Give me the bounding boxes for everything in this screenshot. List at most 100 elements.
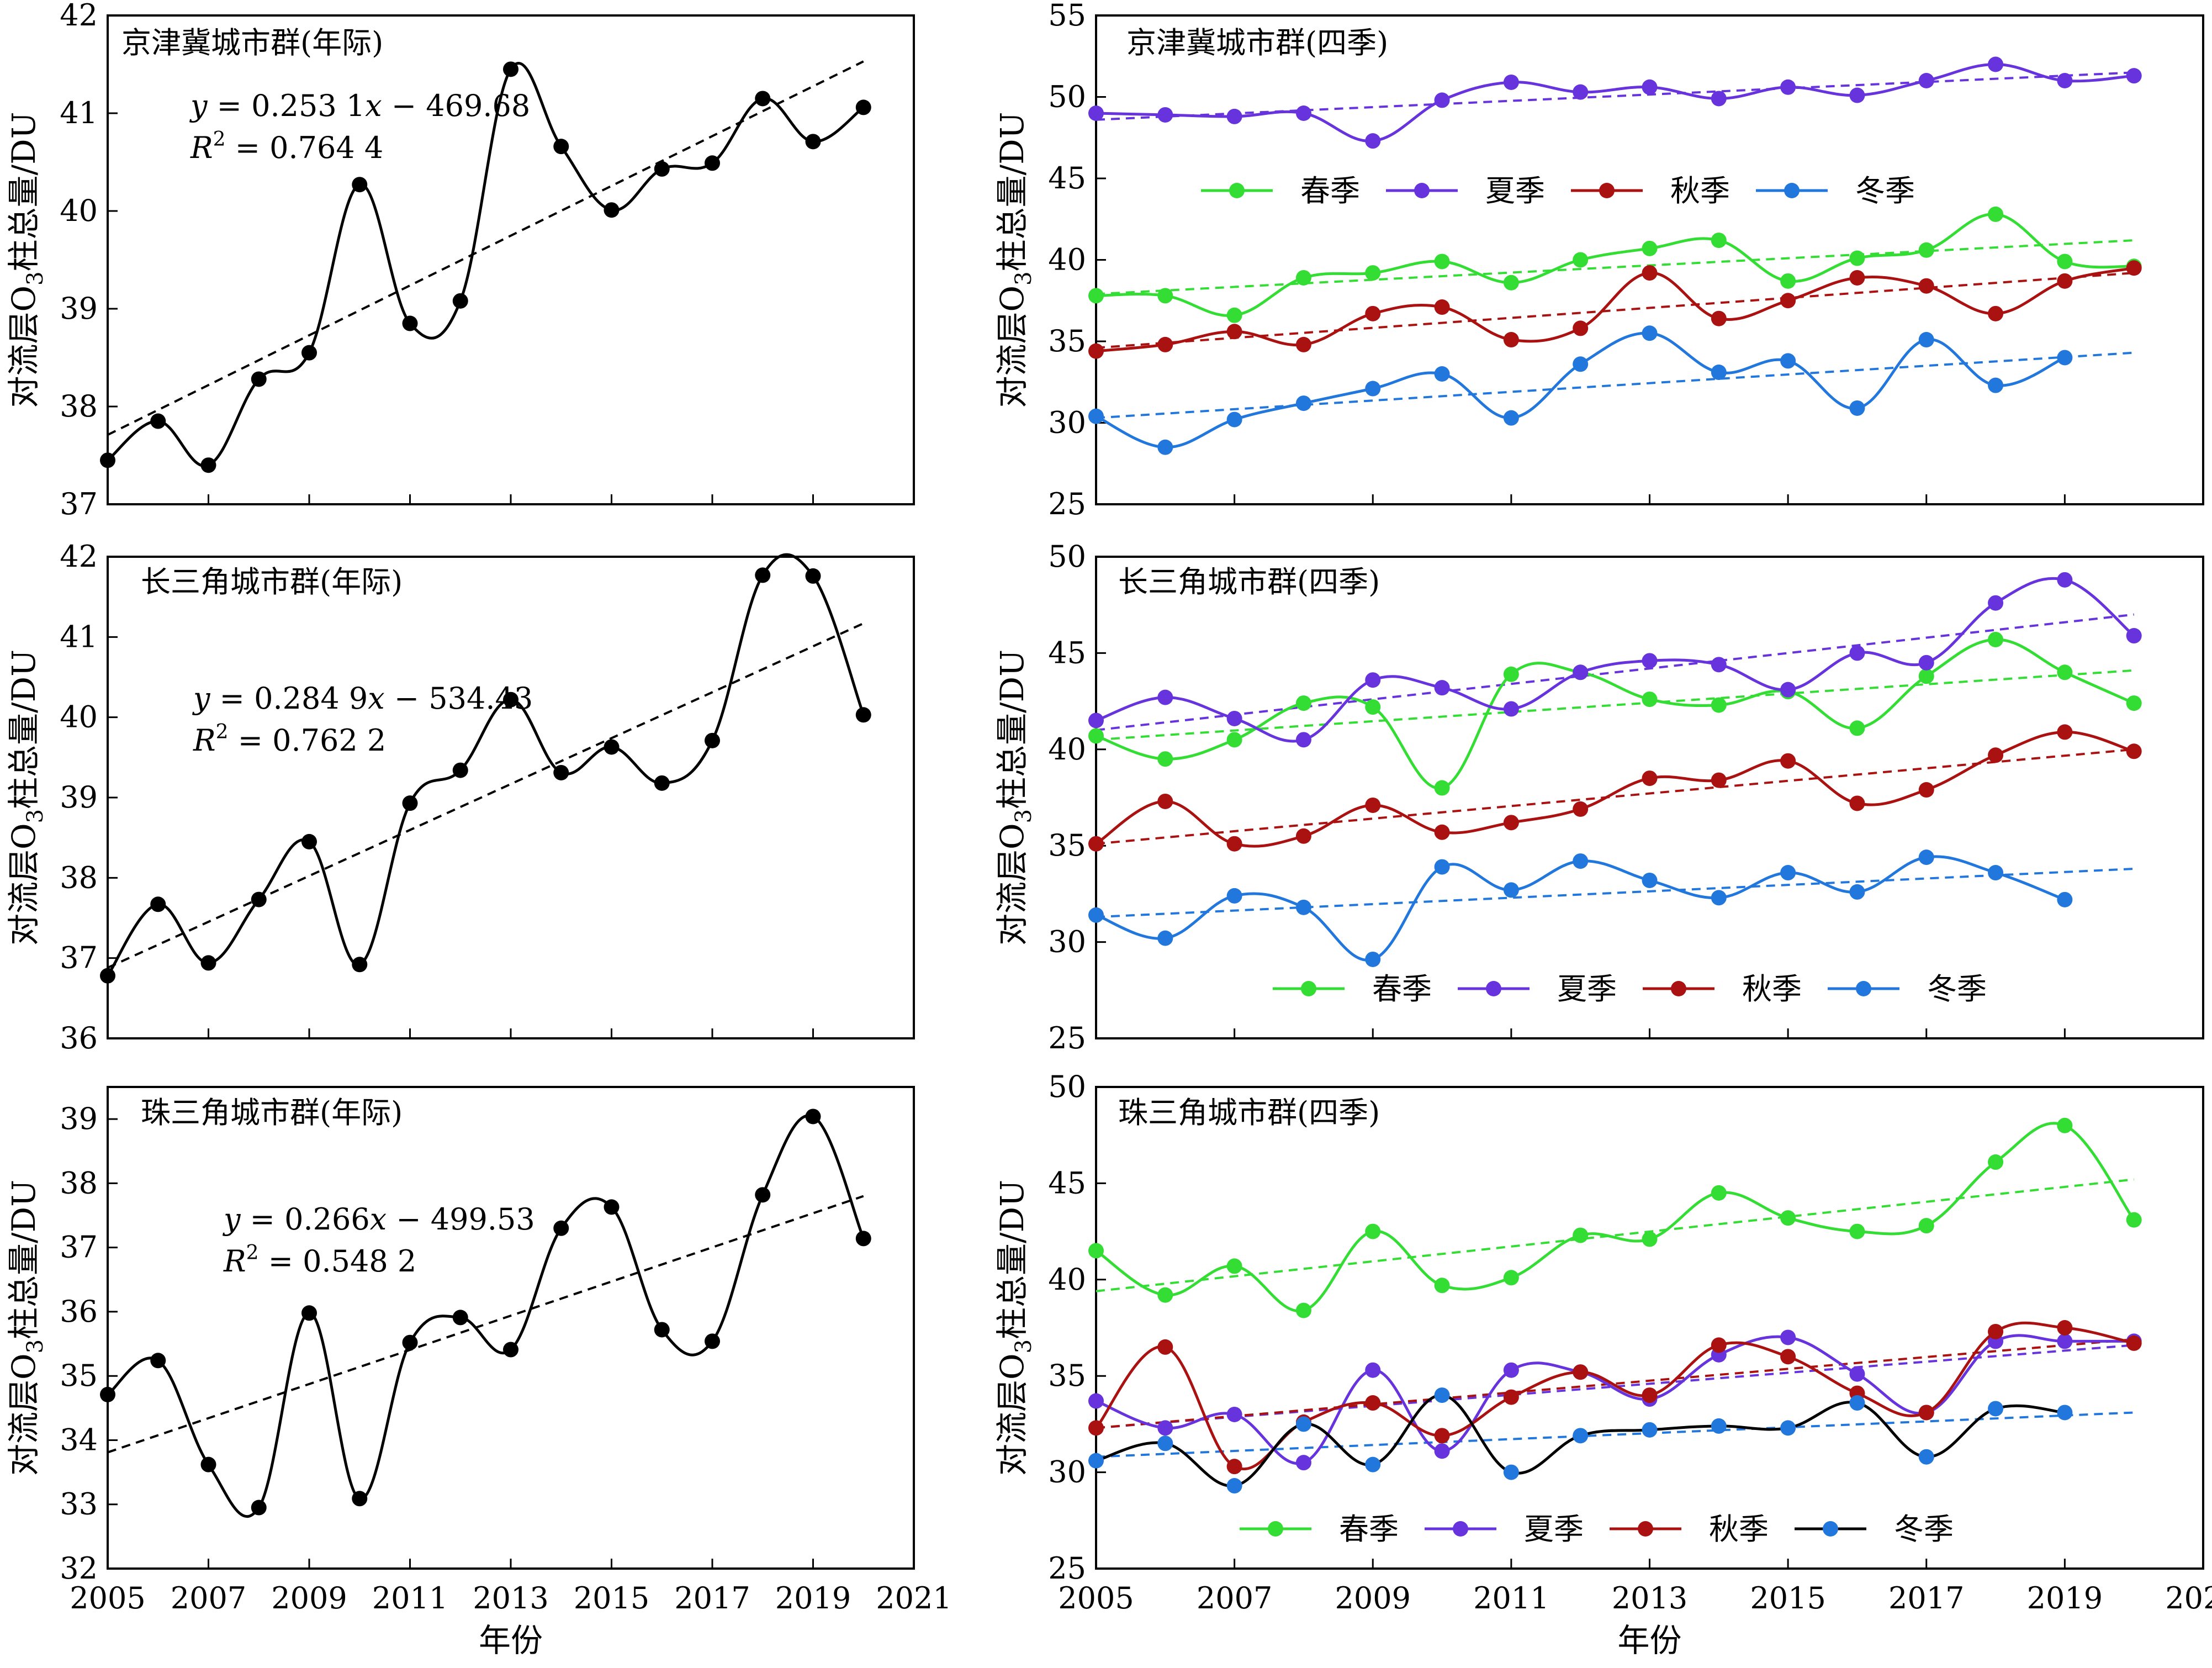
data-point — [805, 568, 821, 584]
series-line — [1096, 638, 2135, 790]
data-point — [1642, 1422, 1658, 1438]
y-tick-label: 41 — [60, 619, 98, 654]
series-line — [1096, 1334, 2134, 1465]
x-tick-label: 2009 — [1335, 1581, 1411, 1616]
data-point — [200, 457, 216, 473]
data-point — [1365, 381, 1381, 397]
x-tick-label: 2013 — [1612, 1581, 1687, 1616]
y-axis-label: 对流层O3柱总量/DU — [993, 1180, 1036, 1476]
y-tick-label: 30 — [1048, 405, 1086, 440]
trend-line — [107, 60, 864, 436]
data-point — [1988, 1154, 2004, 1170]
data-point — [2126, 1212, 2142, 1228]
y-axis-label: 对流层O3柱总量/DU — [993, 650, 1036, 946]
data-point — [1226, 1406, 1242, 1422]
data-point — [1849, 270, 1865, 286]
data-point — [1365, 133, 1381, 149]
x-tick-label: 2015 — [574, 1581, 649, 1616]
series-line — [1096, 577, 2135, 743]
data-point — [100, 968, 115, 984]
data-point — [1642, 770, 1658, 787]
data-point — [1365, 1223, 1381, 1239]
data-point — [1988, 747, 2004, 763]
y-tick-label: 34 — [60, 1422, 98, 1457]
legend-label: 春季 — [1372, 972, 1432, 1006]
chart-panel-6: 25 30 35 40 45 50 2005 2007 2009 2011 2013 2015 2017… — [993, 1069, 2212, 1659]
data-point — [1503, 275, 1519, 291]
data-point — [1503, 1270, 1519, 1286]
trend-line — [1096, 669, 2134, 741]
data-point — [1780, 1210, 1796, 1226]
data-point — [1157, 1339, 1173, 1355]
data-point — [1365, 1395, 1381, 1411]
y-tick-label: 38 — [60, 1165, 98, 1200]
data-point — [1226, 307, 1242, 323]
data-point — [1088, 1453, 1104, 1469]
panel-title: 珠三角城市群(年际) — [141, 1095, 403, 1130]
data-point — [1365, 1362, 1381, 1378]
data-point — [1503, 1389, 1519, 1405]
data-point — [1295, 695, 1311, 711]
data-point — [553, 764, 569, 780]
data-point — [1573, 853, 1589, 869]
data-point — [1780, 682, 1796, 698]
x-axis-label: 年份 — [1617, 1622, 1681, 1659]
data-point — [1573, 1428, 1589, 1444]
data-point — [2126, 68, 2142, 84]
data-point — [654, 1322, 670, 1338]
data-point — [2057, 572, 2073, 588]
data-point — [1295, 336, 1311, 352]
x-tick-label: 2019 — [2027, 1581, 2103, 1616]
data-point — [2057, 1117, 2073, 1133]
y-tick-label: 41 — [60, 96, 98, 130]
y-tick-label: 50 — [1048, 1069, 1086, 1104]
legend-marker — [1414, 183, 1430, 198]
legend-label: 夏季 — [1485, 173, 1545, 208]
legend-marker — [1671, 981, 1686, 996]
panel-title: 珠三角城市群(四季) — [1118, 1095, 1380, 1130]
data-point — [1157, 439, 1173, 455]
data-point — [1573, 1364, 1589, 1380]
regression-equation: y = 0.266x − 499.53 — [223, 1202, 535, 1237]
data-point — [1573, 252, 1589, 268]
data-point — [200, 955, 216, 971]
data-point — [1226, 1258, 1242, 1274]
data-point — [604, 739, 620, 755]
y-tick-label: 50 — [1048, 539, 1086, 574]
trend-line — [1096, 1178, 2134, 1292]
data-point — [2126, 628, 2142, 644]
data-point — [1226, 888, 1242, 904]
data-point — [1088, 288, 1104, 304]
trend-line — [1096, 1344, 2134, 1429]
data-point — [755, 91, 771, 107]
data-point — [1088, 408, 1104, 424]
data-point — [1503, 410, 1519, 426]
data-point — [1642, 1387, 1658, 1403]
data-point — [1503, 1362, 1519, 1378]
data-point — [1918, 73, 1934, 88]
series-line — [1096, 1393, 2065, 1487]
y-tick-label: 37 — [60, 1230, 98, 1265]
y-axis-label: 对流层O3柱总量/DU — [993, 112, 1036, 408]
data-point — [1434, 1387, 1450, 1403]
data-point — [1573, 801, 1589, 817]
data-point — [1711, 233, 1727, 249]
data-point — [2057, 73, 2073, 88]
data-point — [1642, 653, 1658, 669]
data-point — [805, 134, 821, 150]
data-point — [1226, 411, 1242, 427]
y-tick-label: 50 — [1048, 80, 1086, 114]
y-tick-label: 55 — [1048, 0, 1086, 33]
trend-line — [1096, 1338, 2134, 1429]
data-point — [1918, 278, 1934, 294]
data-point — [1988, 377, 2004, 393]
data-point — [1988, 1323, 2004, 1339]
y-tick-label: 37 — [60, 941, 98, 975]
data-point — [1849, 1366, 1865, 1382]
data-point — [1918, 849, 1934, 865]
data-point — [1642, 265, 1658, 281]
data-point — [553, 1220, 569, 1236]
y-tick-label: 39 — [60, 291, 98, 326]
series-line — [1095, 331, 2066, 449]
data-point — [1434, 1278, 1450, 1294]
